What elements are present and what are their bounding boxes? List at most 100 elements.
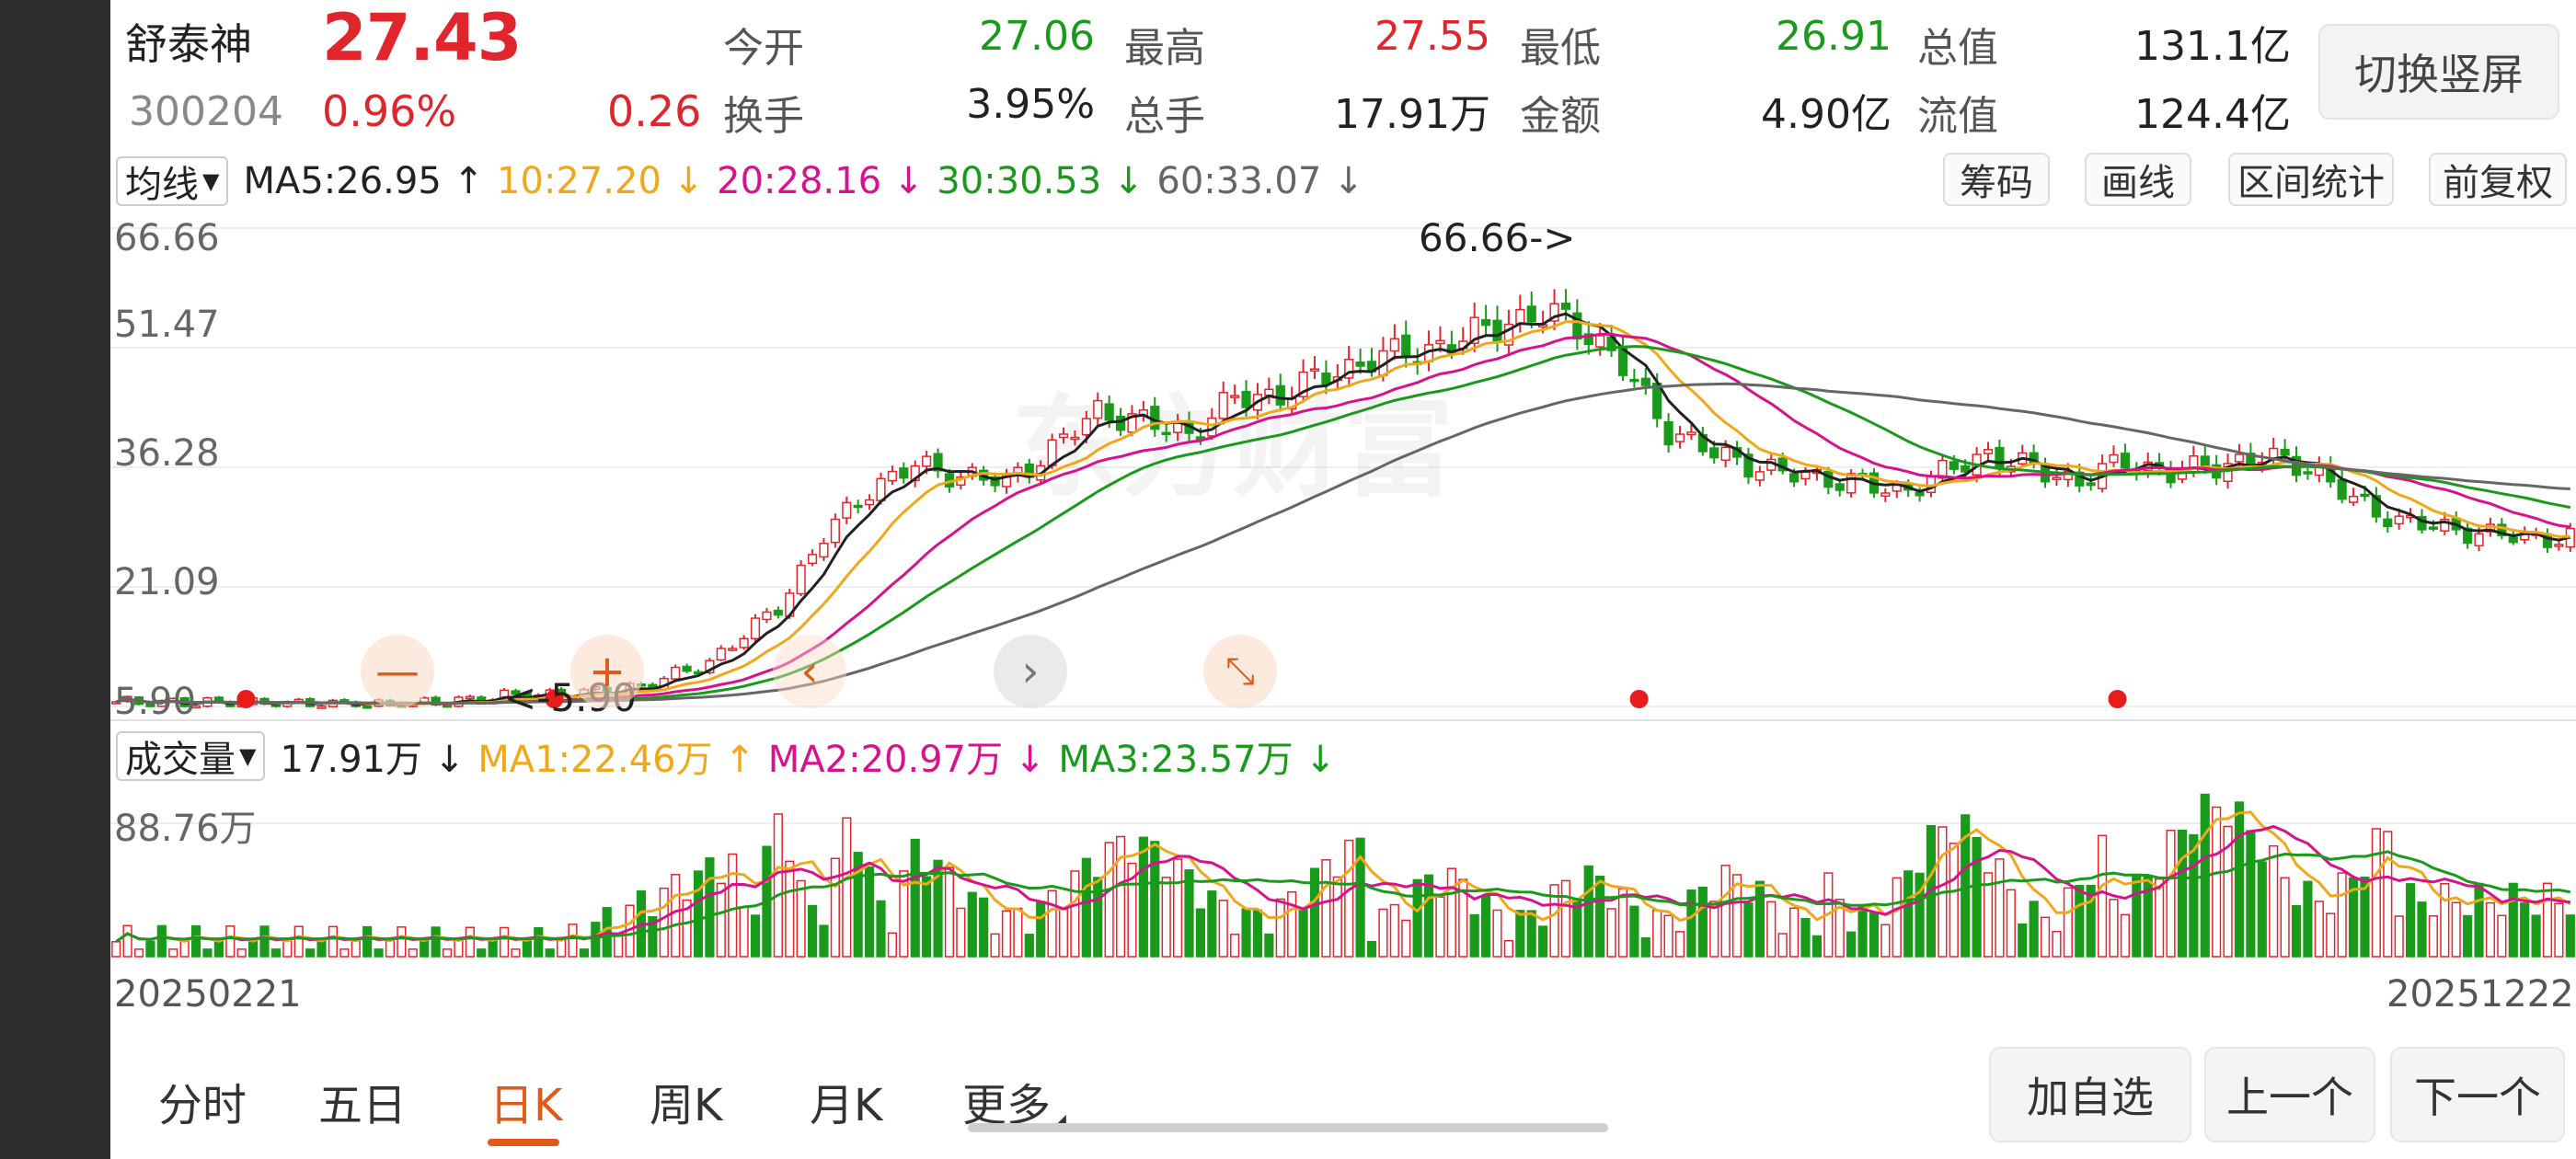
candle-body [2440,518,2450,532]
candle-body [1492,319,1502,342]
candle-body [1241,390,1251,408]
candle-body [190,705,201,709]
tab-intraday[interactable]: 分时 [158,1080,247,1131]
switch-portrait-button[interactable]: 切换竖屏 [2318,24,2559,120]
scroll-left-icon[interactable]: ‹ [773,635,846,708]
change-amount: 0.26 [607,86,702,136]
volume-bar [2485,901,2496,958]
volume-bar [785,860,795,958]
stat-label-float-value: 流值 [1917,93,1998,140]
volume-bar [2109,899,2119,958]
candle-body [2508,536,2518,544]
volume-bar [545,948,555,958]
candle-body [1298,371,1308,397]
y-tick-label: 36.28 [114,432,220,475]
volume-bar [2246,830,2256,958]
volume-bar [156,924,167,958]
zoom-out-icon[interactable]: — [361,635,434,708]
volume-bar [1446,867,1456,958]
zoom-in-icon[interactable]: + [570,635,644,708]
candle-body [1515,308,1525,325]
volume-bar [2440,882,2450,958]
volume-bar [1481,895,1491,958]
volume-bar [853,852,863,958]
volume-bar [1789,907,1800,958]
volume-bar [339,948,350,958]
candle-body [1995,446,2005,469]
event-marker-dot [1629,690,1649,708]
volume-bar [145,940,155,958]
volume-ma-line-3 [115,850,2571,944]
tab-five-day[interactable]: 五日 [318,1080,408,1131]
volume-bar [1731,874,1742,958]
candle-body [1127,413,1137,433]
previous-stock-button[interactable]: 上一个 [2204,1047,2375,1142]
ma-line-ma60 [115,382,2570,705]
tab-monthly-k[interactable]: 月K [810,1080,883,1131]
volume-bar [2542,882,2553,958]
candle-body [2337,478,2347,500]
volume-bar [842,817,852,958]
volume-current: 17.91万 ↓ [280,739,466,781]
dropdown-arrow-icon: ▼ [202,168,220,194]
indicator-selector[interactable]: 均线 ▼ [116,156,229,206]
candle-body [1743,453,1754,478]
tab-weekly-k[interactable]: 周K [650,1080,723,1131]
candle-body [830,518,840,544]
volume-bar [1503,939,1514,958]
volume-bar [511,948,521,958]
candle-body [728,648,738,651]
stat-label-low: 最低 [1520,25,1601,72]
candle-body [2360,493,2370,498]
draw-line-button[interactable]: 画线 [2085,153,2191,206]
volume-bar [1401,919,1411,958]
volume-bar [1344,839,1354,958]
chips-button[interactable]: 筹码 [1943,153,2050,206]
volume-bar [1423,874,1434,958]
event-marker-dot [2108,690,2127,708]
volume-bar [830,857,840,958]
candle-body [1663,421,1673,446]
candle-body [2063,470,2073,481]
collapse-icon[interactable]: ⤡ [1203,635,1277,708]
volume-bar [750,914,761,958]
scroll-right-icon[interactable]: › [994,635,1067,708]
volume-bar [293,925,304,958]
candle-body [2109,453,2119,464]
candle-body [1469,316,1479,344]
tab-daily-k[interactable]: 日K [489,1080,563,1131]
candle-body [865,499,875,506]
tab-scrollbar[interactable] [968,1123,1608,1132]
volume-bar [1972,836,1982,958]
candle-body [2554,544,2564,547]
volume-bar [1047,889,1057,958]
ma30-value: 30:30.53 ↓ [937,160,1144,202]
volume-bar [1127,862,1137,958]
volume-y-tick-label: 88.76万 [114,808,257,850]
volume-indicator-selector[interactable]: 成交量 ▼ [116,731,266,781]
stat-label-turnover: 换手 [723,93,804,140]
volume-bar [648,915,658,958]
volume-bar [2360,876,2370,958]
adjust-price-button[interactable]: 前复权 [2429,153,2567,206]
kline-chart[interactable]: 东方财富 [110,210,2576,725]
volume-bar [1241,908,1251,958]
candle-body [1800,471,1811,480]
volume-bar [933,859,943,958]
indicator-selector-label: 均线 [125,164,199,206]
candle-body [213,696,224,702]
volume-bar [1332,876,1342,958]
volume-bar [2314,901,2324,958]
candle-body [773,609,783,616]
candle-body [1572,312,1582,340]
volume-bar [1766,901,1777,958]
next-stock-button[interactable]: 下一个 [2390,1047,2565,1142]
add-watchlist-button[interactable]: 加自选 [1989,1047,2191,1142]
candle-body [1526,305,1536,323]
volume-bar [1846,931,1857,958]
volume-chart[interactable] [110,786,2576,961]
candle-body [1686,431,1696,436]
range-stats-button[interactable]: 区间统计 [2228,153,2394,206]
candle-body [671,666,681,680]
volume-bar [1218,900,1228,958]
